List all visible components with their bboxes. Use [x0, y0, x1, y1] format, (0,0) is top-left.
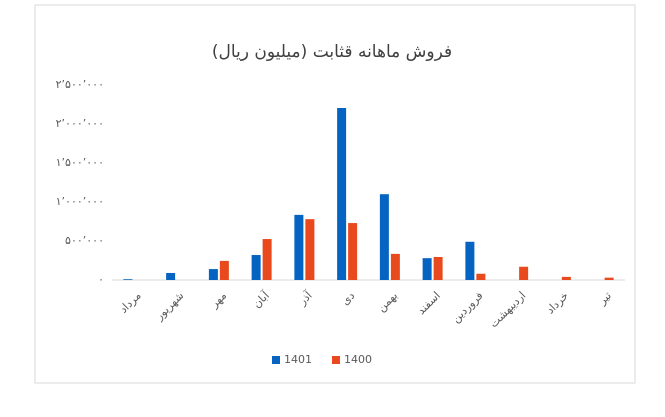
bar [604, 277, 614, 280]
y-tick-label: ۲٬۰۰۰٬۰۰۰ [56, 117, 104, 130]
bar [561, 276, 571, 280]
bar [219, 260, 229, 280]
legend-label: 1400 [344, 353, 372, 366]
chart-title: فروش ماهانه قثابت (میلیون ریال) [212, 42, 452, 62]
bar [305, 219, 315, 280]
bar [422, 258, 432, 280]
chart-frame [34, 4, 636, 384]
bar [294, 214, 304, 280]
legend-swatch [332, 356, 340, 364]
y-tick-label: ۰ [98, 273, 104, 286]
bar [390, 253, 400, 280]
bar [348, 223, 358, 280]
bar [251, 255, 261, 280]
bar [433, 256, 443, 280]
bar [262, 239, 272, 280]
y-tick-label: ۲٬۵۰۰٬۰۰۰ [56, 78, 104, 91]
bar [123, 279, 133, 280]
legend-swatch [272, 356, 280, 364]
bar [519, 266, 529, 280]
legend-label: 1401 [284, 353, 312, 366]
bar [166, 272, 176, 280]
y-tick-label: ۵۰۰٬۰۰۰ [65, 234, 104, 247]
bar [465, 241, 475, 280]
y-tick-label: ۱٬۰۰۰٬۰۰۰ [56, 195, 104, 208]
bar [337, 108, 347, 280]
bar [379, 194, 389, 280]
bar [208, 269, 218, 280]
y-tick-label: ۱٬۵۰۰٬۰۰۰ [56, 156, 104, 169]
bar [476, 273, 486, 280]
